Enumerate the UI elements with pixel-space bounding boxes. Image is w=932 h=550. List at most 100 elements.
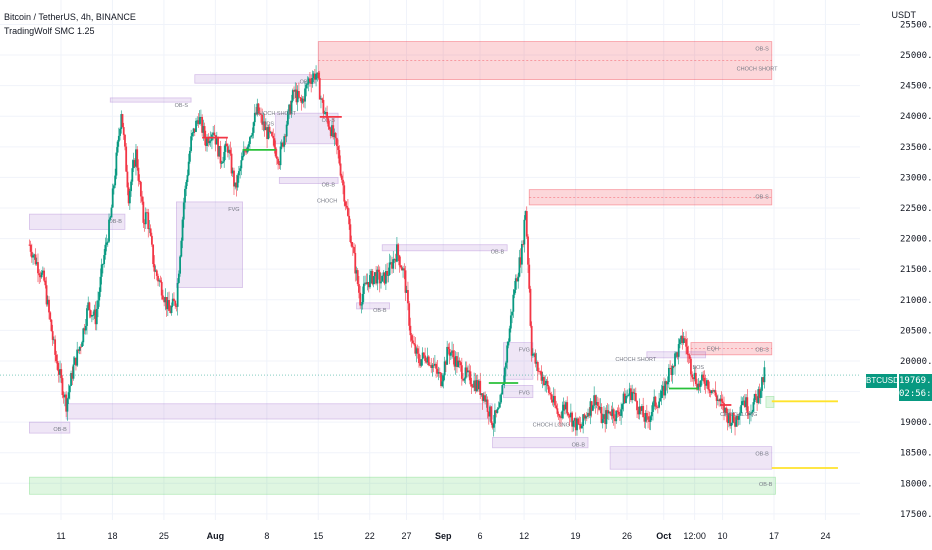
candle-body (419, 363, 422, 366)
candle-body (425, 360, 428, 363)
candle-body (551, 399, 554, 403)
candle-body (747, 412, 750, 416)
candle-body (691, 374, 694, 378)
candle-body (638, 406, 641, 415)
candle-body (663, 385, 665, 396)
candle-body (277, 158, 279, 164)
candle-body (315, 73, 317, 80)
zone-demand (176, 201, 243, 288)
candle-body (748, 413, 751, 416)
candle-body (168, 300, 170, 311)
candle-body (182, 202, 185, 220)
candle-body (757, 389, 760, 403)
candle-body (324, 111, 327, 114)
candle-body (436, 368, 439, 374)
candle-body (104, 244, 107, 256)
candle-body (364, 282, 366, 284)
candle-body (718, 399, 721, 402)
candle-body (305, 84, 308, 89)
candle-body (516, 278, 518, 282)
candle-body (671, 365, 674, 376)
x-tick-label: 24 (820, 531, 830, 541)
candle-body (171, 298, 174, 306)
candle-body (180, 240, 183, 257)
candle-body (110, 207, 113, 218)
x-tick-label: 22 (365, 531, 375, 541)
last-price-symbol: BTCUSDT (866, 374, 904, 388)
x-tick-label: Oct (656, 531, 671, 541)
candle-body (579, 424, 582, 429)
candle-body (251, 132, 254, 136)
candle-body (714, 390, 717, 396)
candle-body (424, 355, 426, 361)
zone-label: OB-B (759, 482, 773, 488)
x-tick-label: 27 (401, 531, 411, 541)
candle-body (396, 244, 398, 262)
candle-body (761, 377, 763, 391)
candle-body (736, 415, 739, 420)
y-tick-label: 17500.00 (900, 510, 932, 520)
candle-body (375, 272, 377, 284)
x-tick-label: 17 (769, 531, 779, 541)
candle-body (224, 143, 227, 152)
candle-body (756, 396, 758, 403)
candle-body (372, 276, 375, 285)
candle-body (407, 290, 409, 304)
candle-body (723, 403, 725, 413)
time-axis[interactable]: 11 18 25 Aug 8 15 22 27 Sep 6 12 19 26 Oct 12:00 10 17 24 (56, 531, 830, 541)
candle-body (34, 254, 37, 265)
candle-body (397, 244, 400, 256)
candle-body (652, 402, 654, 412)
candle-body (388, 262, 391, 276)
zone-demand (29, 213, 126, 230)
candle-body (302, 98, 305, 102)
candle-body (462, 378, 464, 381)
zone-demand (109, 97, 192, 103)
candle-body (93, 309, 96, 316)
candle-body (115, 152, 118, 176)
candle-body (100, 264, 103, 277)
candle-body (578, 423, 581, 425)
candle-body (202, 126, 205, 133)
candle-body (212, 132, 215, 135)
candle-body (458, 360, 461, 363)
candle-body (754, 393, 757, 397)
candle-body (454, 356, 457, 367)
candle-body (120, 114, 123, 129)
candle-body (549, 392, 551, 395)
candle-body (598, 405, 600, 410)
bar-countdown: 02:56:56 (899, 388, 932, 401)
candle-body (720, 398, 723, 402)
candle-body (267, 126, 270, 139)
candle-body (160, 281, 163, 296)
candle-body (201, 116, 204, 133)
candle-body (132, 160, 135, 169)
y-tick-label: 25500.00 (900, 20, 932, 30)
candle-body (709, 390, 712, 393)
candle-body (730, 422, 733, 426)
candle-body (753, 393, 756, 403)
candle-body (354, 252, 357, 274)
candle-body (234, 182, 237, 187)
candle-body (296, 91, 299, 103)
candle-body (351, 246, 354, 248)
candle-body (645, 412, 648, 417)
candle-body (245, 151, 248, 153)
candle-body (38, 273, 41, 276)
candle-body (530, 325, 533, 356)
candle-body (179, 256, 181, 274)
candle-body (195, 120, 197, 132)
structure-lines (0, 115, 860, 469)
zone-label: OB-B (109, 219, 123, 225)
x-tick-label: 10 (718, 531, 728, 541)
candle-body (600, 407, 603, 423)
x-tick-label: 18 (107, 531, 117, 541)
candle-body (486, 399, 489, 412)
candle-body (365, 282, 368, 285)
candle-body (181, 219, 184, 241)
candle-body (473, 380, 476, 388)
candle-body (660, 390, 663, 399)
candle-body (290, 100, 293, 114)
candle-body (478, 380, 480, 390)
